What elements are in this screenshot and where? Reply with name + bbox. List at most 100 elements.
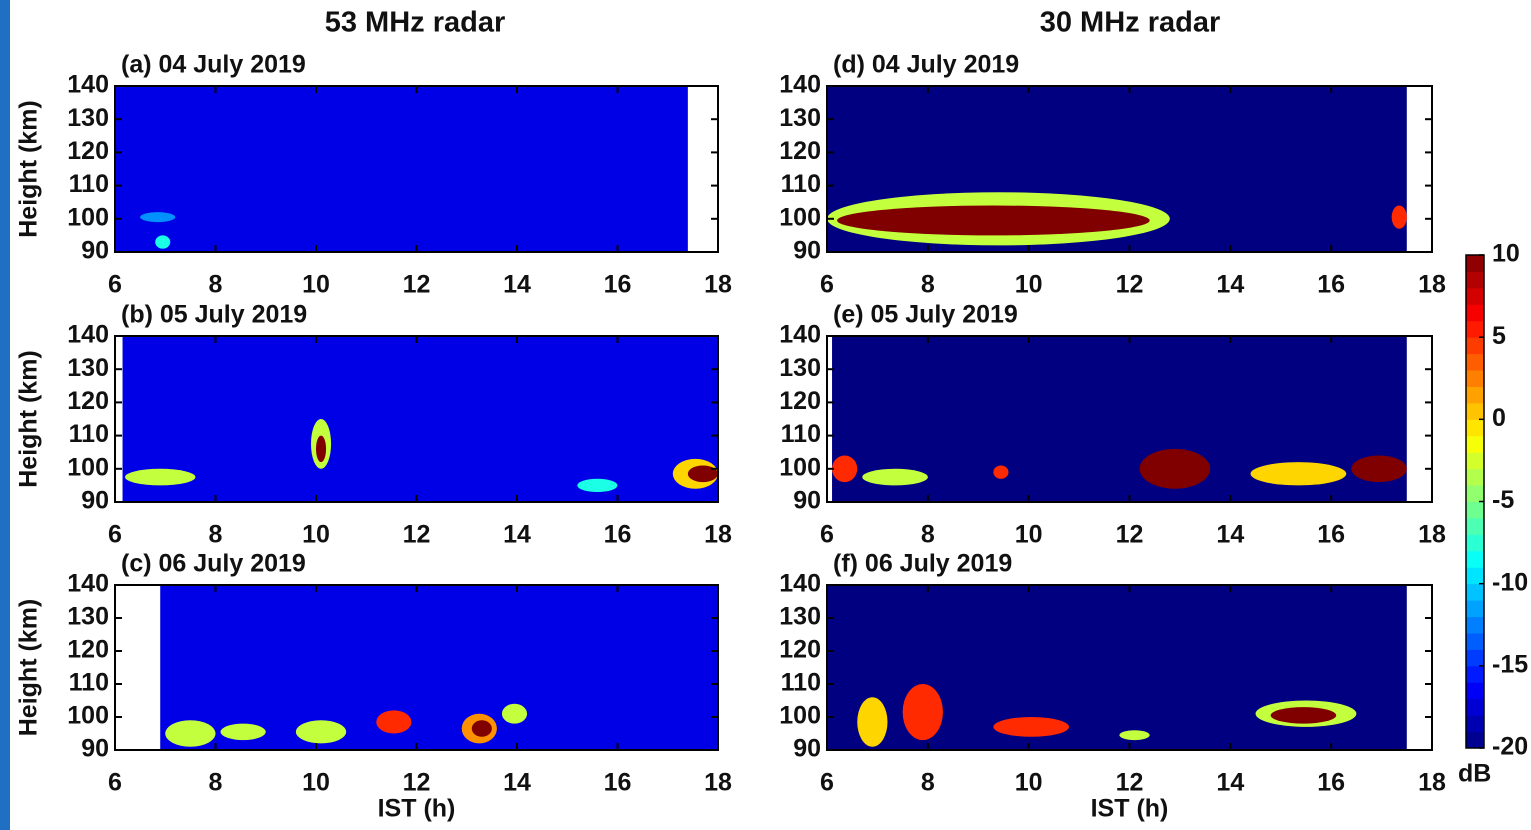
y-tick-label: 100 [779,453,821,481]
colorbar-band [1466,517,1484,535]
colorbar-band [1466,287,1484,305]
echo [376,710,412,734]
echo [1119,730,1150,741]
x-tick-label: 18 [704,521,732,549]
y-tick-label: 90 [793,237,821,265]
plot-area [827,86,1407,252]
colorbar-band [1466,402,1484,420]
echo [501,703,528,724]
x-tick-label: 10 [302,271,330,299]
plot-area [160,585,718,750]
y-tick-label: 130 [67,603,109,631]
x-tick-label: 18 [1418,521,1446,549]
y-tick-label: 130 [779,104,821,132]
panel-title: (a) 04 July 2019 [121,51,306,79]
x-tick-label: 8 [921,769,935,797]
x-tick-label: 16 [604,271,632,299]
x-tick-label: 14 [503,271,531,299]
column-title: 53 MHz radar [325,7,506,39]
echo [1391,205,1407,229]
echo [1250,462,1347,486]
echo [140,212,176,223]
echo [577,478,618,493]
y-tick-label: 140 [779,321,821,349]
colorbar-band [1466,715,1484,733]
y-tick-label: 130 [67,104,109,132]
y-tick-label: 130 [779,603,821,631]
y-tick-label: 120 [779,636,821,664]
x-axis-label: IST (h) [1091,795,1169,823]
x-tick-label: 10 [302,521,330,549]
x-tick-label: 14 [503,521,531,549]
echo [857,697,888,747]
y-tick-label: 90 [81,735,109,763]
x-tick-label: 14 [1216,521,1244,549]
x-tick-label: 10 [1015,521,1043,549]
y-tick-label: 140 [779,570,821,598]
y-tick-label: 90 [793,735,821,763]
colorbar-band [1466,600,1484,618]
y-tick-label: 110 [781,669,821,697]
colorbar-label: dB [1458,760,1491,788]
colorbar-band [1466,337,1484,355]
colorbar-tick-label: -15 [1492,650,1528,678]
colorbar-band [1466,370,1484,387]
y-tick-label: 140 [67,321,109,349]
colorbar-band [1466,304,1484,322]
x-tick-label: 8 [209,271,223,299]
colorbar-band [1466,501,1484,519]
colorbar-band [1466,665,1484,683]
colorbar-band [1466,632,1484,650]
colorbar-band [1466,682,1484,700]
data-background [122,336,718,502]
colorbar-band [1466,255,1484,272]
colorbar-band [1466,386,1484,404]
x-tick-label: 6 [108,521,122,549]
echo [295,720,347,744]
echo [837,205,1150,236]
colorbar-tick-label: 0 [1492,404,1506,432]
y-axis-label: Height (km) [15,599,43,737]
x-tick-label: 16 [1317,521,1345,549]
y-tick-label: 100 [779,203,821,231]
colorbar-band [1466,485,1484,502]
y-tick-label: 90 [793,487,821,515]
x-tick-label: 12 [1116,521,1144,549]
x-tick-label: 16 [1317,769,1345,797]
x-tick-label: 6 [108,769,122,797]
colorbar-band [1466,534,1484,552]
y-tick-label: 120 [779,137,821,165]
x-tick-label: 10 [1015,769,1043,797]
panel-title: (c) 06 July 2019 [121,550,306,578]
x-tick-label: 14 [503,769,531,797]
y-tick-label: 90 [81,487,109,515]
colorbar-band [1466,452,1484,470]
x-tick-label: 6 [820,769,834,797]
y-tick-label: 110 [69,420,109,448]
x-tick-label: 14 [1216,271,1244,299]
plot-area [115,86,688,252]
x-tick-label: 10 [1015,271,1043,299]
x-tick-label: 12 [1116,769,1144,797]
panel-title: (b) 05 July 2019 [121,301,307,329]
echo [165,720,216,747]
colorbar-band [1466,731,1484,749]
colorbar-band [1466,353,1484,371]
x-tick-label: 14 [1216,769,1244,797]
y-tick-label: 130 [779,354,821,382]
colorbar-tick-label: 10 [1492,240,1520,268]
y-axis-label: Height (km) [15,350,43,488]
echo [1351,455,1407,483]
x-tick-label: 6 [820,521,834,549]
echo [687,465,718,483]
y-tick-label: 120 [67,137,109,165]
colorbar-tick-label: 5 [1492,322,1506,350]
x-tick-label: 18 [704,271,732,299]
x-tick-label: 18 [1418,769,1446,797]
x-tick-label: 6 [820,271,834,299]
echo [125,468,196,486]
y-tick-label: 140 [779,71,821,99]
echo [155,235,171,249]
x-axis-label: IST (h) [378,795,456,823]
